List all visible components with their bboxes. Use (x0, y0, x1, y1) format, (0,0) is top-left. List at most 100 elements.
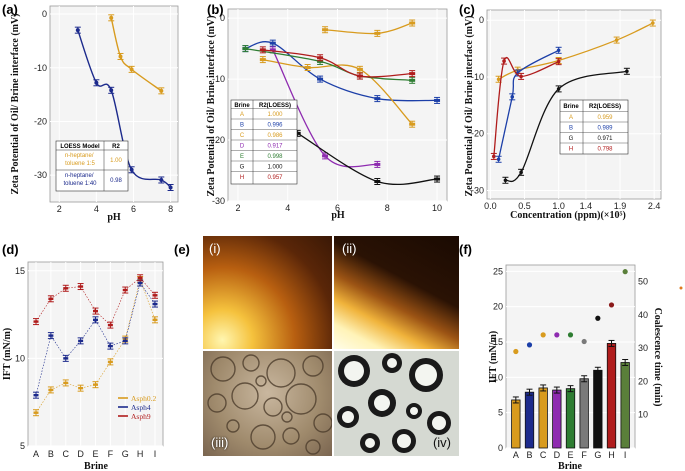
figure-letter-d: (d) (2, 242, 19, 257)
d-series-Asph9-point (48, 297, 54, 300)
c-x-tick-label: 2.4 (648, 201, 661, 211)
figure-letter-f: (f) (459, 242, 472, 257)
f-bar-B (524, 391, 535, 449)
b-y-tick-label: -30 (212, 196, 225, 206)
b-series-H-curve (262, 49, 413, 78)
micrograph-ii-label: (ii) (342, 241, 357, 256)
f-x-tick-label: H (608, 450, 615, 460)
b-series-A-point (374, 31, 381, 35)
c-series-B-curve (497, 49, 559, 160)
legend-c: Brine R2(LOESS) A 0.959 B 0.989 G 0.971 H 0.798 (559, 99, 629, 155)
c-series-B-point (556, 48, 561, 53)
legend-a: LOESS Model R2 n-heptane/ toluene 1:5 1.… (55, 140, 129, 192)
legend-b-r2-G: 1.000 (267, 165, 283, 171)
c-y-tick-label: -20 (471, 129, 484, 139)
f-bar-F (579, 378, 589, 449)
legend-b-r2-D: 0.917 (267, 144, 283, 150)
f-coalescence-point-D (554, 332, 560, 338)
y-axis-label-f: IFT (mN/m) (488, 331, 499, 383)
figure-letter-a: (a) (2, 2, 18, 17)
a-y-tick-label: -20 (34, 116, 47, 126)
legend-b-brine-E: E (240, 154, 244, 160)
micrograph-iii-label: (iii) (211, 435, 229, 450)
a-y-tick-label: -10 (34, 63, 47, 73)
b-series-B-point (434, 98, 441, 102)
x-axis-label-d: Brine (84, 461, 108, 471)
d-y-tick-label: 10 (15, 353, 25, 363)
f-coalescence-point-E (567, 332, 574, 338)
a-x-tick-label: 2 (57, 204, 62, 214)
b-series-E-point (317, 59, 324, 63)
legend-a-r2-1: 1.00 (110, 158, 122, 164)
b-series-H-point (356, 74, 363, 78)
legend-b-brine-A: A (240, 112, 244, 118)
bars-f (511, 269, 630, 449)
d-series-Asph4-point (48, 334, 54, 337)
f-x-tick-label: D (554, 450, 561, 460)
figure-letter-b: (b) (207, 2, 224, 17)
d-x-tick-label: I (154, 449, 157, 459)
f-coalescence-point-B (526, 342, 533, 348)
d-series-Asph4-point (122, 339, 128, 343)
f-x-tick-label: E (567, 450, 573, 460)
c-y-tick-label: 0 (479, 15, 484, 25)
d-series-Asph9-point (137, 276, 143, 279)
d-y-tick-label: 15 (15, 266, 25, 276)
d-series-Asph9-line (35, 277, 156, 326)
micrograph-i-label: (i) (209, 241, 221, 256)
d-x-tick-label: H (137, 449, 144, 459)
f-x-tick-label: A (513, 450, 519, 460)
d-series-Asph0.2-point (33, 411, 39, 414)
f-y2-tick-label: 50 (638, 277, 648, 287)
c-x-tick-label: 1.0 (552, 201, 565, 211)
b-series-G-point (294, 131, 301, 135)
b-x-tick-label: 4 (285, 203, 290, 213)
legend-d-label-Asph0.2: Asph0.2 (131, 394, 156, 403)
legend-c-r2-G: 0.971 (597, 136, 613, 142)
b-x-tick-label: 10 (432, 203, 442, 213)
legend-a-entry-1: n-heptane/ toluene 1:5 (65, 153, 96, 167)
c-series-G-point (556, 87, 561, 91)
legend-b-r2-E: 0.998 (267, 154, 283, 160)
c-series-B-point (496, 157, 501, 162)
y-axis-label-d: IFT (mN/m) (2, 328, 13, 380)
b-y-tick-label: -10 (212, 74, 225, 84)
legend-d-label-Asph4: Asph4 (131, 403, 151, 412)
f-y-tick-label: 10 (493, 372, 503, 382)
f-coalescence-point-C (540, 332, 546, 338)
f-y-tick-label: 5 (498, 408, 503, 418)
ticks-d: 15 10 5A B C D E F G H I (15, 266, 156, 459)
c-series-H-point (556, 59, 561, 64)
c-series-H-point (492, 154, 496, 159)
legend-b-brine-H: H (240, 175, 244, 181)
d-x-tick-label: D (77, 449, 84, 459)
b-series-B-point (374, 97, 381, 101)
a-series-1-point (129, 67, 134, 72)
a-series-2-point (129, 167, 134, 172)
f-coalescence-point-H (608, 302, 615, 308)
d-series-Asph0.2-point (78, 386, 84, 390)
d-series-Asph4-point (78, 339, 84, 343)
x-axis-label-c: Concentration (ppm)(×10⁵) (510, 210, 626, 221)
droplets-iii (207, 354, 332, 455)
b-x-tick-label: 8 (385, 203, 390, 213)
f-x-tick-label: G (594, 450, 601, 460)
a-series-2-point (75, 28, 80, 33)
c-series-G-curve (505, 70, 628, 183)
micrograph-iv-label: (iv) (432, 435, 451, 450)
c-x-tick-label: 0.5 (518, 201, 531, 211)
a-series-1-point (159, 88, 164, 93)
panel-f: 0 5 10 15 20 25 10 20 30 40 50 A B C D E F G H I IFT (mN/m)… (488, 264, 663, 471)
d-x-tick-label: G (122, 449, 129, 459)
d-x-tick-label: C (63, 449, 70, 459)
a-x-tick-label: 4 (94, 204, 99, 214)
f-y-tick-label: 20 (493, 302, 503, 312)
f-coalescence-point-A (513, 348, 519, 355)
d-x-tick-label: F (108, 449, 114, 459)
series-c (490, 19, 656, 184)
b-series-C-point (259, 58, 266, 62)
series-a (74, 14, 174, 192)
legend-b-header-brine: Brine (234, 103, 250, 109)
c-series-H-curve (493, 57, 559, 157)
